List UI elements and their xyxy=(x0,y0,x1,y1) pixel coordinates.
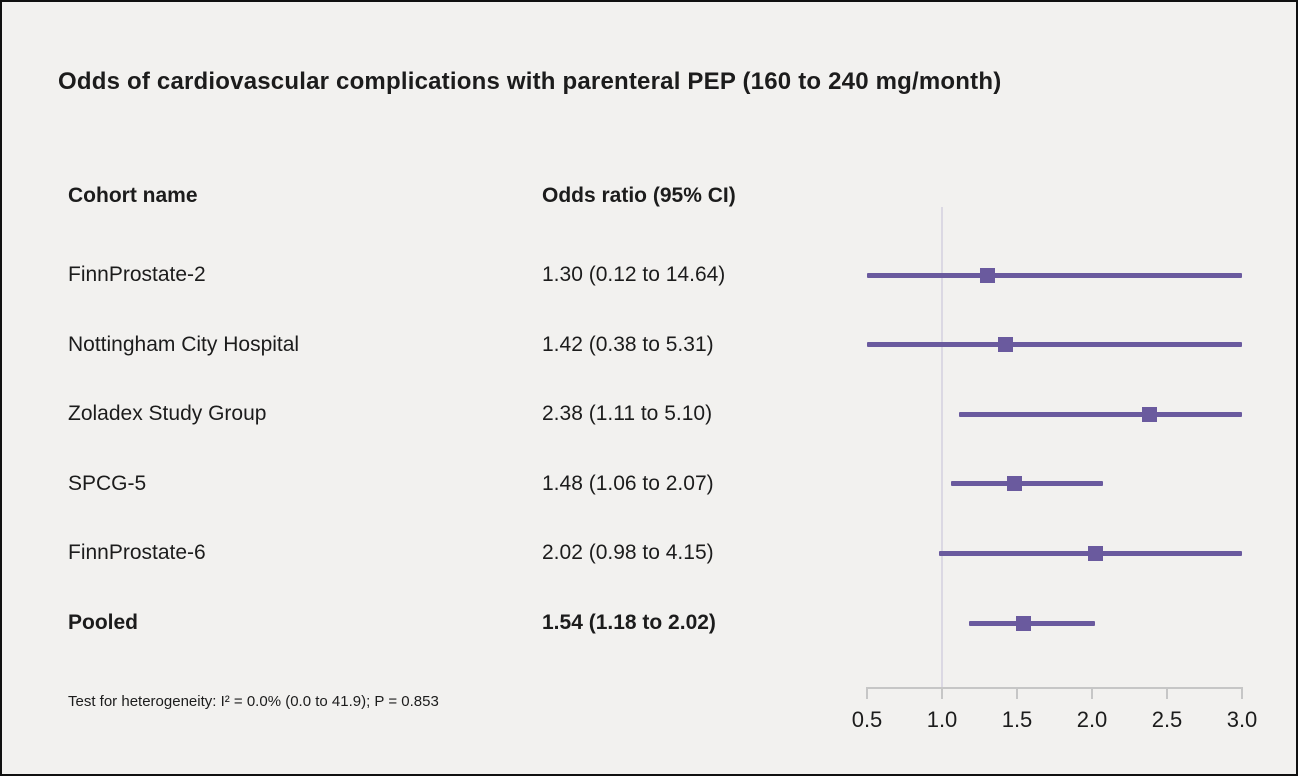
odds-ratio-text: 2.38 (1.11 to 5.10) xyxy=(542,402,713,426)
point-estimate-marker xyxy=(1087,545,1103,561)
confidence-interval-line xyxy=(951,481,1103,487)
x-axis-tick xyxy=(1016,687,1018,699)
odds-ratio-text: 1.42 (0.38 to 5.31) xyxy=(542,332,714,356)
odds-ratio-text: 1.30 (0.12 to 14.64) xyxy=(542,263,726,286)
confidence-interval-line xyxy=(958,411,1242,417)
column-header-odds-ratio: Odds ratio (95% CI) xyxy=(542,184,736,207)
x-axis-tick-label: 2.5 xyxy=(1151,707,1183,732)
point-estimate-marker xyxy=(979,267,995,283)
x-axis-tick-label: 3.0 xyxy=(1226,707,1258,732)
x-axis-tick-label: 1.0 xyxy=(926,707,958,732)
point-estimate-marker xyxy=(997,337,1013,353)
x-axis-tick xyxy=(1091,687,1093,699)
confidence-interval-line xyxy=(969,620,1095,626)
x-axis-tick xyxy=(1166,687,1168,699)
column-header-cohort: Cohort name xyxy=(68,184,198,207)
cohort-name: Nottingham City Hospital xyxy=(68,332,300,356)
cohort-name: FinnProstate-6 xyxy=(68,541,206,565)
cohort-name: Zoladex Study Group xyxy=(68,402,267,426)
reference-line xyxy=(941,207,943,687)
point-estimate-marker xyxy=(1015,615,1031,631)
x-axis-tick-label: 2.0 xyxy=(1076,707,1108,732)
point-estimate-marker xyxy=(1006,476,1022,492)
confidence-interval-line xyxy=(867,342,1242,348)
cohort-name: Pooled xyxy=(68,611,139,634)
x-axis-tick xyxy=(1241,687,1243,699)
chart-title: Odds of cardiovascular complications wit… xyxy=(58,68,1002,95)
cohort-name: SPCG-5 xyxy=(68,471,147,495)
odds-ratio-text: 2.02 (0.98 to 4.15) xyxy=(542,541,714,565)
plot-layer: 0.5 1.0 1.5 2.0 2.5 3.0 xyxy=(852,2,1257,774)
confidence-interval-line xyxy=(867,272,1242,278)
heterogeneity-footnote: Test for heterogeneity: I² = 0.0% (0.0 t… xyxy=(68,693,439,710)
cohort-name: FinnProstate-2 xyxy=(68,263,206,286)
x-axis-line xyxy=(867,687,1242,689)
x-axis-tick xyxy=(866,687,868,699)
point-estimate-marker xyxy=(1141,406,1157,422)
x-axis-tick-label: 1.5 xyxy=(1001,707,1033,732)
x-axis-tick xyxy=(941,687,943,699)
odds-ratio-text: 1.54 (1.18 to 2.02) xyxy=(542,611,716,634)
odds-ratio-text: 1.48 (1.06 to 2.07) xyxy=(542,471,714,495)
x-axis-tick-label: 0.5 xyxy=(851,707,883,732)
